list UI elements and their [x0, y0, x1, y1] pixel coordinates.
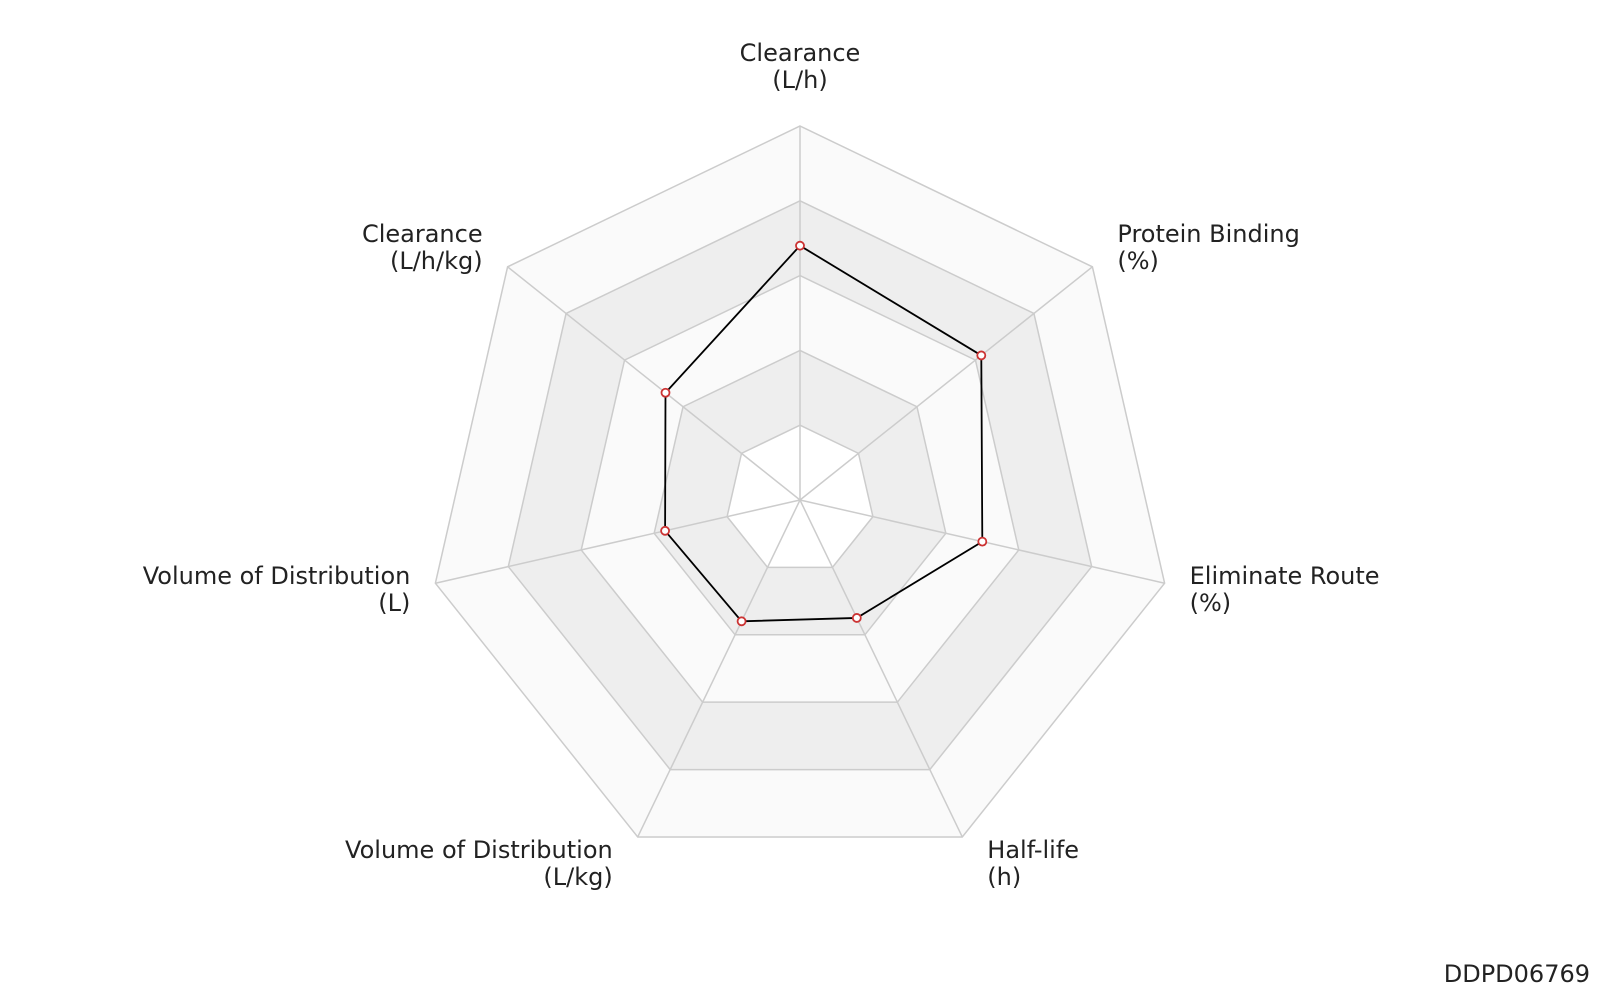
data-line: [664, 244, 984, 623]
data-point: [736, 616, 747, 627]
axis-line: [799, 266, 1093, 501]
axis-label: Half-life: [987, 836, 1079, 864]
axis-label: (h): [987, 863, 1021, 891]
axis-label: Clearance: [740, 39, 861, 67]
data-point: [976, 350, 987, 361]
axis-label: Eliminate Route: [1190, 562, 1380, 590]
axis-label: Protein Binding: [1117, 220, 1299, 248]
axis-line: [435, 499, 801, 584]
axis-label: (L): [378, 589, 410, 617]
axis-line: [799, 499, 963, 838]
axis-line: [637, 499, 801, 838]
data-point: [851, 613, 862, 623]
data-point: [795, 240, 805, 251]
axis-line: [507, 266, 801, 501]
axis-label: (L/h/kg): [390, 247, 483, 275]
data-point: [660, 525, 670, 536]
axis-label: (L/h): [772, 66, 827, 94]
axis-label: Volume of Distribution: [143, 562, 411, 590]
axis-label: (L/kg): [543, 863, 612, 891]
data-point: [977, 536, 988, 547]
axis-label: (%): [1117, 247, 1159, 275]
data-point: [660, 387, 671, 398]
watermark: DDPD06769: [1444, 960, 1590, 988]
axis-label: Clearance: [362, 220, 483, 248]
axis-label: (%): [1190, 589, 1232, 617]
axis-label: Volume of Distribution: [345, 836, 613, 864]
